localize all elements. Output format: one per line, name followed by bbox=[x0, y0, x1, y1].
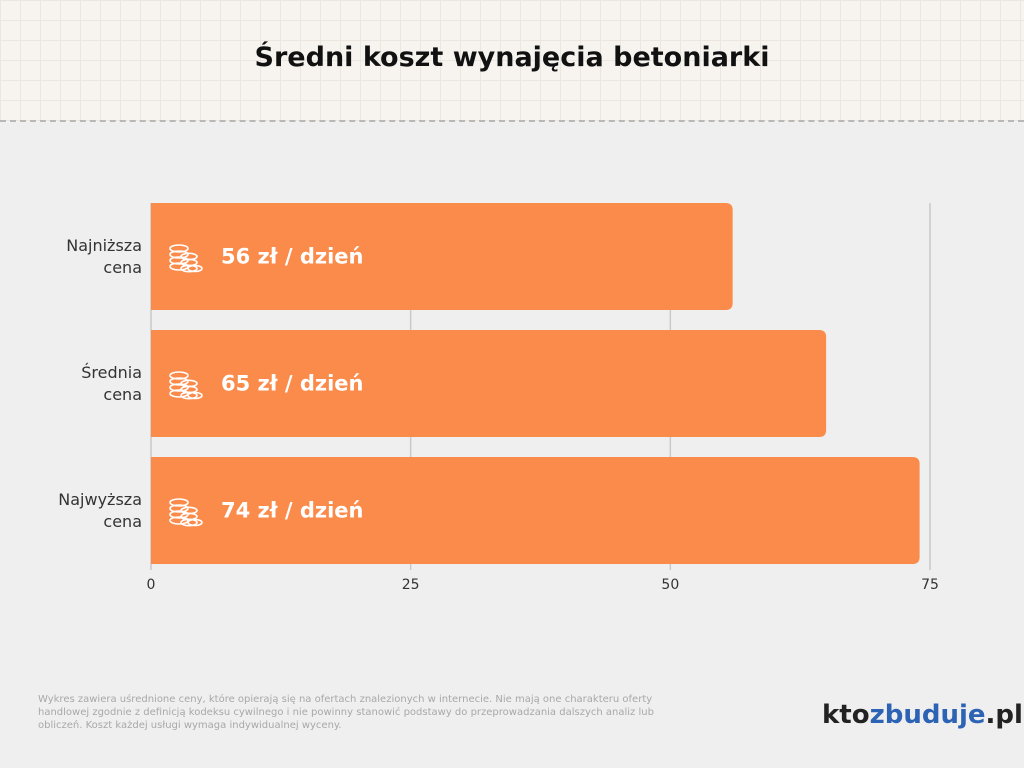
coin bbox=[187, 391, 203, 400]
bar bbox=[151, 330, 827, 437]
coin bbox=[187, 518, 203, 527]
value-label: 56 zł / dzień bbox=[221, 245, 364, 269]
coin-icon bbox=[169, 371, 203, 400]
header bbox=[0, 0, 1024, 122]
value-label: 74 zł / dzień bbox=[221, 499, 364, 523]
coin bbox=[169, 371, 189, 380]
coin-icon bbox=[169, 244, 203, 273]
coin bbox=[180, 252, 198, 261]
coin bbox=[169, 383, 189, 392]
coin bbox=[169, 256, 189, 265]
y-tick-label: Najwyższa cena bbox=[58, 489, 142, 531]
y-tick-label: Średnia cena bbox=[81, 362, 142, 404]
coin-icon bbox=[169, 498, 203, 527]
chart-title: Średni koszt wynajęcia betoniarki bbox=[254, 42, 770, 73]
x-tick-label: 0 bbox=[147, 577, 156, 593]
logo-part: .pl bbox=[985, 700, 1023, 730]
logo-part: kto bbox=[822, 700, 870, 730]
coin bbox=[187, 264, 203, 273]
y-tick-label: Najniższa cena bbox=[66, 235, 142, 277]
coin bbox=[180, 506, 198, 515]
coin bbox=[169, 498, 189, 507]
x-tick-label: 50 bbox=[661, 577, 679, 593]
logo: ktozbuduje.pl bbox=[822, 700, 1023, 730]
coin bbox=[169, 516, 189, 525]
value-label: 65 zł / dzień bbox=[221, 372, 364, 396]
footnote: Wykres zawiera uśrednione ceny, które op… bbox=[38, 694, 654, 731]
logo-part: zbuduje bbox=[869, 700, 986, 730]
coin bbox=[169, 504, 189, 513]
bar bbox=[151, 457, 920, 564]
coin bbox=[169, 262, 189, 271]
x-tick-label: 75 bbox=[921, 577, 939, 593]
coin bbox=[169, 510, 189, 519]
coin bbox=[169, 250, 189, 259]
coin bbox=[169, 377, 189, 386]
coin bbox=[169, 244, 189, 253]
bar bbox=[151, 203, 733, 310]
coin bbox=[169, 389, 189, 398]
coin bbox=[180, 379, 198, 388]
x-tick-label: 25 bbox=[402, 577, 420, 593]
